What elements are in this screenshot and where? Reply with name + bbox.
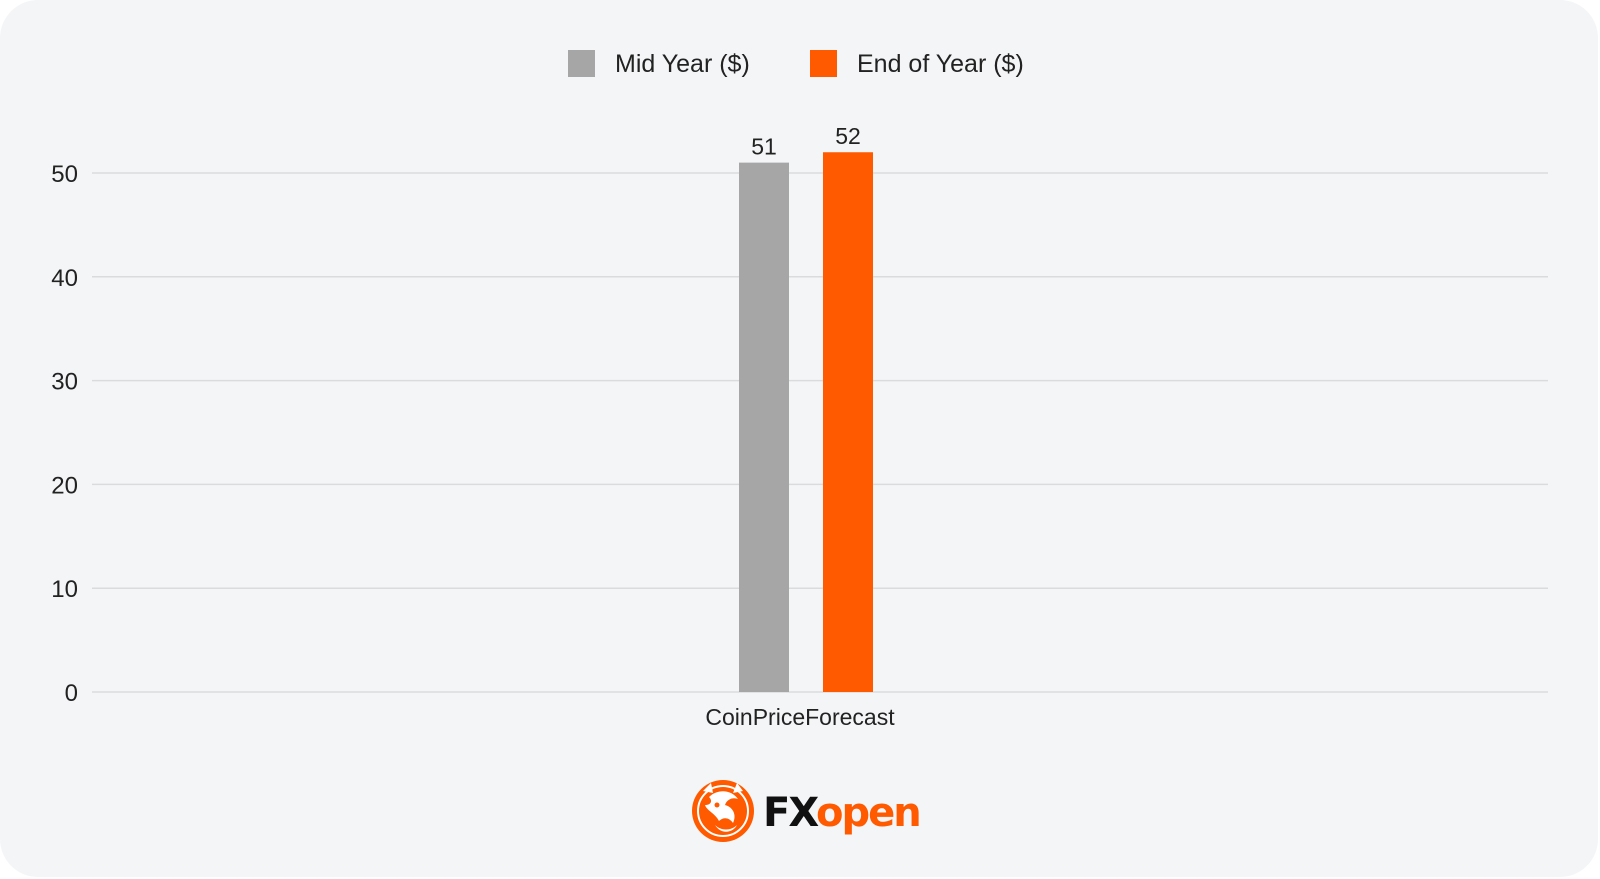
legend: Mid Year ($) End of Year ($) xyxy=(568,50,1024,78)
y-tick-label-10: 10 xyxy=(51,576,78,603)
y-tick-label-30: 30 xyxy=(51,369,78,396)
legend-swatch-end-of-year xyxy=(810,50,837,77)
data-label-1: 52 xyxy=(835,123,861,149)
bars xyxy=(739,152,873,693)
bull-bear-emblem-icon xyxy=(692,780,754,842)
legend-label-end-of-year: End of Year ($) xyxy=(857,50,1024,78)
y-tick-label-0: 0 xyxy=(65,680,78,707)
y-tick-label-20: 20 xyxy=(51,472,78,499)
category-label: CoinPriceForecast xyxy=(705,704,895,730)
brand-name-fx: FX xyxy=(763,790,819,836)
y-tick-label-50: 50 xyxy=(51,161,78,188)
grid-lines xyxy=(92,172,1548,693)
data-label-0: 51 xyxy=(751,134,777,160)
x-axis-categories: CoinPriceForecast xyxy=(705,704,895,730)
y-axis-ticks: 0 10 20 30 40 50 xyxy=(51,161,78,707)
bar-mid-year xyxy=(739,162,789,692)
bar-end-of-year xyxy=(823,152,873,693)
legend-label-mid-year: Mid Year ($) xyxy=(615,50,750,78)
brand-logo: FX open xyxy=(692,780,922,842)
legend-swatch-mid-year xyxy=(568,50,595,77)
y-tick-label-40: 40 xyxy=(51,265,78,292)
data-labels: 51 52 xyxy=(751,123,861,159)
brand-name-open: open xyxy=(816,790,920,836)
